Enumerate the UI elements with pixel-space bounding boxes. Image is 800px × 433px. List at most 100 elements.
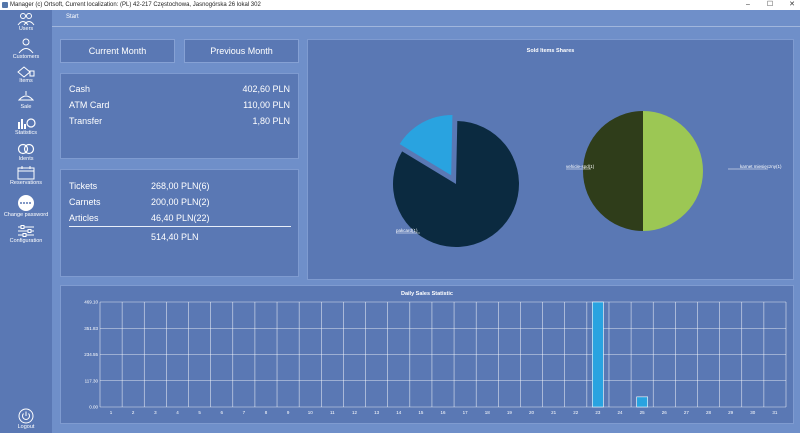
breadcrumb: Start (66, 14, 79, 20)
sidebar-item-configuration[interactable]: Configuration (0, 224, 52, 245)
pie-label-vehicle-spd: vehicle-spd(1) (566, 164, 595, 169)
sidebar-item-label: Customers (12, 54, 40, 60)
bar-day-25 (636, 396, 648, 408)
payment-value: 110,00 PLN (243, 100, 290, 110)
bar-x-tick: 29 (728, 410, 734, 415)
logout-button[interactable]: Logout (0, 408, 52, 431)
close-button[interactable]: ✕ (789, 1, 795, 8)
minimize-button[interactable]: – (746, 1, 750, 8)
sidebar-item-label: Sale (20, 104, 32, 110)
main-area: Start Current Month Previous Month Cash … (52, 10, 800, 433)
bar-x-tick: 27 (684, 410, 690, 415)
summary-value-tickets: 268,00 PLN(6) (151, 181, 210, 191)
bar-x-tick: 18 (485, 410, 491, 415)
bar-x-tick: 28 (706, 410, 712, 415)
idents-icon (17, 143, 35, 155)
summary-label-tickets: Tickets (69, 181, 98, 191)
pie-slice-2-0 (583, 111, 643, 231)
logout-label: Logout (17, 424, 35, 430)
bar-y-tick: 0.00 (89, 405, 98, 410)
pie-charts-svg: pakcard(1) vehicle-spd(1) karnet miesięczn… (393, 111, 782, 247)
summary-value-carnets: 200,00 PLN(2) (151, 197, 210, 207)
bar-x-tick: 1 (110, 410, 113, 415)
daily-sales-panel: Daily Sales Statistic 0.00 117.30 234.55 35… (60, 285, 794, 424)
payment-value: 402,60 PLN (242, 84, 290, 94)
bar-x-tick: 25 (640, 410, 646, 415)
current-month-button[interactable]: Current Month (60, 39, 175, 63)
bar-x-tick: 6 (220, 410, 223, 415)
sidebar-item-label: Idents (18, 156, 34, 162)
bar-y-tick: 117.30 (85, 378, 99, 383)
sidebar-item-reservations[interactable]: Reservations (0, 166, 52, 187)
sidebar-item-label: Reservations (9, 180, 43, 186)
sale-icon (17, 91, 35, 101)
statistics-icon (18, 118, 36, 129)
bar-chart-title: Daily Sales Statistic (401, 291, 453, 297)
payment-label: Cash (69, 84, 91, 94)
bar-x-tick: 7 (243, 410, 246, 415)
bar-x-tick: 3 (154, 410, 157, 415)
bar-y-tick: 351.83 (84, 326, 98, 331)
bar-day-23 (592, 301, 604, 408)
pie-slice-2-1 (643, 111, 703, 231)
pie-slice-1-0 (393, 121, 519, 247)
sidebar: Users Customers Items Sale Statistics (0, 10, 52, 433)
sidebar-item-customers[interactable]: Customers (0, 38, 52, 61)
sidebar-item-label: Statistics (14, 130, 37, 136)
bar-y-tick: 469.10 (84, 300, 98, 305)
pie-chart-title: Sold Items Shares (526, 48, 575, 54)
sales-summary-panel: Tickets 268,00 PLN(6) Carnets 200,00 PLN… (60, 169, 299, 277)
maximize-button[interactable]: ☐ (766, 1, 774, 8)
bar-x-tick: 16 (440, 410, 446, 415)
power-icon (18, 408, 34, 424)
bar-x-tick: 21 (551, 410, 557, 415)
customers-icon (18, 38, 34, 54)
sidebar-item-change-password[interactable]: Change password (0, 194, 52, 219)
pie-label-karnet: karnet miesięczny(1) (740, 164, 782, 169)
bar-x-tick: 17 (463, 410, 469, 415)
users-icon (17, 13, 35, 26)
sidebar-item-label: Items (19, 78, 33, 84)
bar-x-tick: 31 (772, 410, 778, 415)
sidebar-item-users[interactable]: Users (0, 12, 52, 33)
window-title: Manager (c) Ortsoft, Current localizatio… (10, 2, 261, 8)
sidebar-item-sale[interactable]: Sale (0, 90, 52, 111)
bar-x-tick: 12 (352, 410, 358, 415)
summary-total-divider (69, 226, 291, 227)
payment-label: Transfer (69, 116, 103, 126)
reservations-icon (17, 166, 35, 180)
bar-y-tick: 234.55 (84, 352, 98, 357)
pie-label-pakcard: pakcard(1) (396, 228, 418, 233)
pie-slice-1-1 (396, 113, 455, 179)
sidebar-item-label: Configuration (9, 238, 43, 244)
bar-x-tick: 24 (618, 410, 624, 415)
sidebar-item-items[interactable]: Items (0, 66, 52, 85)
sidebar-item-label: Change password (3, 212, 49, 218)
title-bar: Manager (c) Ortsoft, Current localizatio… (0, 0, 800, 10)
bar-x-tick: 15 (418, 410, 424, 415)
bar-x-tick: 20 (529, 410, 535, 415)
bar-x-tick: 4 (176, 410, 179, 415)
previous-month-button[interactable]: Previous Month (184, 39, 299, 63)
configuration-icon (18, 225, 34, 237)
items-icon (17, 66, 35, 78)
bar-x-tick: 10 (308, 410, 314, 415)
bar-x-tick: 2 (132, 410, 135, 415)
app-icon (2, 2, 8, 8)
bar-x-tick: 13 (374, 410, 380, 415)
sold-items-shares-panel: Sold Items Shares pakcard(1) vehicle-spd(… (307, 39, 794, 280)
sidebar-item-label: Users (18, 26, 34, 32)
payment-value: 1,80 PLN (252, 116, 290, 126)
bar-x-tick: 8 (265, 410, 268, 415)
payment-label: ATM Card (69, 100, 110, 110)
bar-x-tick: 22 (573, 410, 579, 415)
bar-x-tick: 19 (507, 410, 513, 415)
bar-x-tick: 26 (662, 410, 668, 415)
bar-x-tick: 14 (396, 410, 402, 415)
summary-label-articles: Articles (69, 213, 99, 223)
sidebar-item-statistics[interactable]: Statistics (0, 116, 52, 137)
summary-total-value: 514,40 PLN (151, 232, 199, 242)
sidebar-item-idents[interactable]: Idents (0, 142, 52, 163)
breadcrumb-divider (52, 26, 800, 27)
